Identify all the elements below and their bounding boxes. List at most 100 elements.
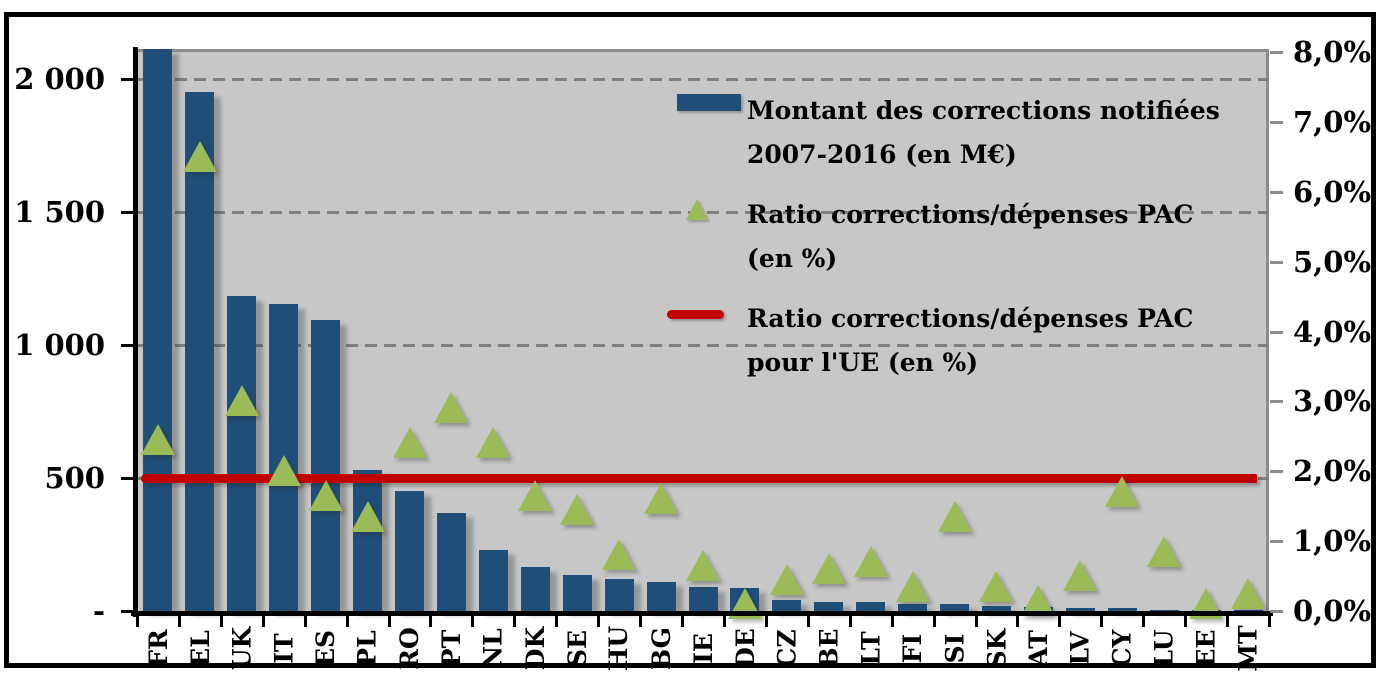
right-axis-tick [1270,330,1283,334]
x-tick [303,616,307,627]
x-tick [1226,616,1230,627]
ratio-marker-HU [602,539,637,571]
right-axis-label: 1,0% [1293,524,1372,559]
bar-IE [688,587,718,611]
bar-RO [395,491,425,611]
ratio-marker-BG [644,483,679,515]
ratio-marker-EL [182,140,217,172]
left-axis-tick [121,77,137,81]
right-axis-label: 4,0% [1293,314,1372,349]
x-label-text-DE: DE [730,627,760,669]
x-tick [387,616,391,627]
x-label-text-FI: FI [898,633,928,663]
legend-label-bars-line2: 2007-2016 (en M€) [747,140,1017,169]
right-axis-tick [1270,120,1283,124]
x-label-text-RO: RO [395,626,425,670]
ratio-marker-NL [476,427,511,459]
right-axis-tick [1270,400,1283,404]
bar-CY [1107,608,1137,611]
ratio-marker-FI [895,570,930,602]
bar-BE [814,601,844,611]
right-axis-label: 0,0% [1293,594,1372,628]
x-tick [136,616,139,627]
x-tick [429,616,433,627]
x-label-text-EL: EL [185,629,215,667]
x-tick [932,616,936,627]
left-axis-tick [121,610,137,613]
x-label-text-LV: LV [1065,630,1095,666]
left-axis-label: 1 500 [14,194,105,229]
ratio-marker-SE [560,493,595,525]
x-axis-line [131,611,1273,616]
left-axis-line [133,47,138,617]
x-label-text-HU: HU [604,625,634,671]
bar-SE [562,575,592,611]
bar-FR [143,49,173,611]
bar-LU [1149,609,1179,611]
bar-SI [940,604,970,611]
x-tick [1058,616,1062,627]
x-tick [681,616,685,627]
left-axis-label: 1 000 [14,327,105,362]
legend-line-swatch [667,310,724,319]
ratio-marker-PT [434,392,469,424]
right-axis-tick [1270,610,1283,613]
x-tick [1100,616,1104,627]
x-label-text-DK: DK [520,626,550,670]
ratio-marker-AT [1021,584,1056,616]
x-label-text-NL: NL [478,627,508,669]
ratio-marker-SI [937,500,972,532]
ratio-marker-PL [350,500,385,532]
bar-LV [1065,607,1095,611]
x-label-text-AT: AT [1023,629,1053,667]
ratio-marker-FR [140,423,175,455]
x-tick [345,616,349,627]
left-axis-label: - [92,594,105,628]
left-axis-tick [121,476,137,480]
x-tick [1268,616,1271,627]
x-tick [471,616,475,627]
right-axis-label: 3,0% [1293,384,1372,419]
bar-MT [1233,610,1263,611]
x-label-text-SI: SI [940,633,970,663]
right-axis-tick [1270,260,1283,264]
right-axis-label: 8,0% [1293,35,1372,69]
left-axis-tick [121,210,137,214]
plot-area [137,49,1269,619]
right-axis-tick [1270,190,1283,194]
gridline [137,343,1269,347]
legend-label-bars-line1: Montant des corrections notifiées [747,96,1220,125]
x-label-text-BE: BE [814,627,844,669]
chart-figure-border: FR EL UK IT ES PL RO PT NL DK SE HU BG IE DE CZ BE LT FI SI… [4,12,1376,671]
left-axis-label: 2 000 [14,61,105,96]
ratio-marker-UK [224,385,259,417]
x-label-text-PL: PL [353,629,383,667]
bar-UK [227,295,257,611]
legend-label-ratio: Ratio corrections/dépenses PAC (en %) [747,193,1307,281]
ratio-marker-ES [308,479,343,511]
x-tick [890,616,894,627]
x-label-text-SE: SE [562,629,592,667]
x-tick [1184,616,1188,627]
x-label-text-LT: LT [856,630,886,666]
right-axis-tick [1270,51,1283,54]
ratio-marker-BE [811,553,846,585]
legend-label-eu-line1: Ratio corrections/dépenses PAC [747,304,1194,333]
bar-NL [478,549,508,611]
right-axis-label: 6,0% [1293,174,1372,209]
x-tick [1142,616,1146,627]
legend-label-bars: Montant des corrections notifiées 2007-2… [747,89,1307,177]
ratio-marker-LT [853,546,888,578]
ratio-marker-IT [266,455,301,487]
legend-label-ratio-line2: (en %) [747,244,838,273]
bar-CZ [772,600,802,611]
x-tick [974,616,978,627]
x-label-text-BG: BG [646,626,676,670]
ratio-marker-MT [1231,577,1266,609]
x-label-text-SK: SK [981,628,1011,668]
plot-top-border [137,49,1269,52]
ratio-marker-LV [1063,560,1098,592]
bar-BG [646,581,676,611]
x-tick [848,616,852,627]
left-axis-tick [121,343,137,347]
